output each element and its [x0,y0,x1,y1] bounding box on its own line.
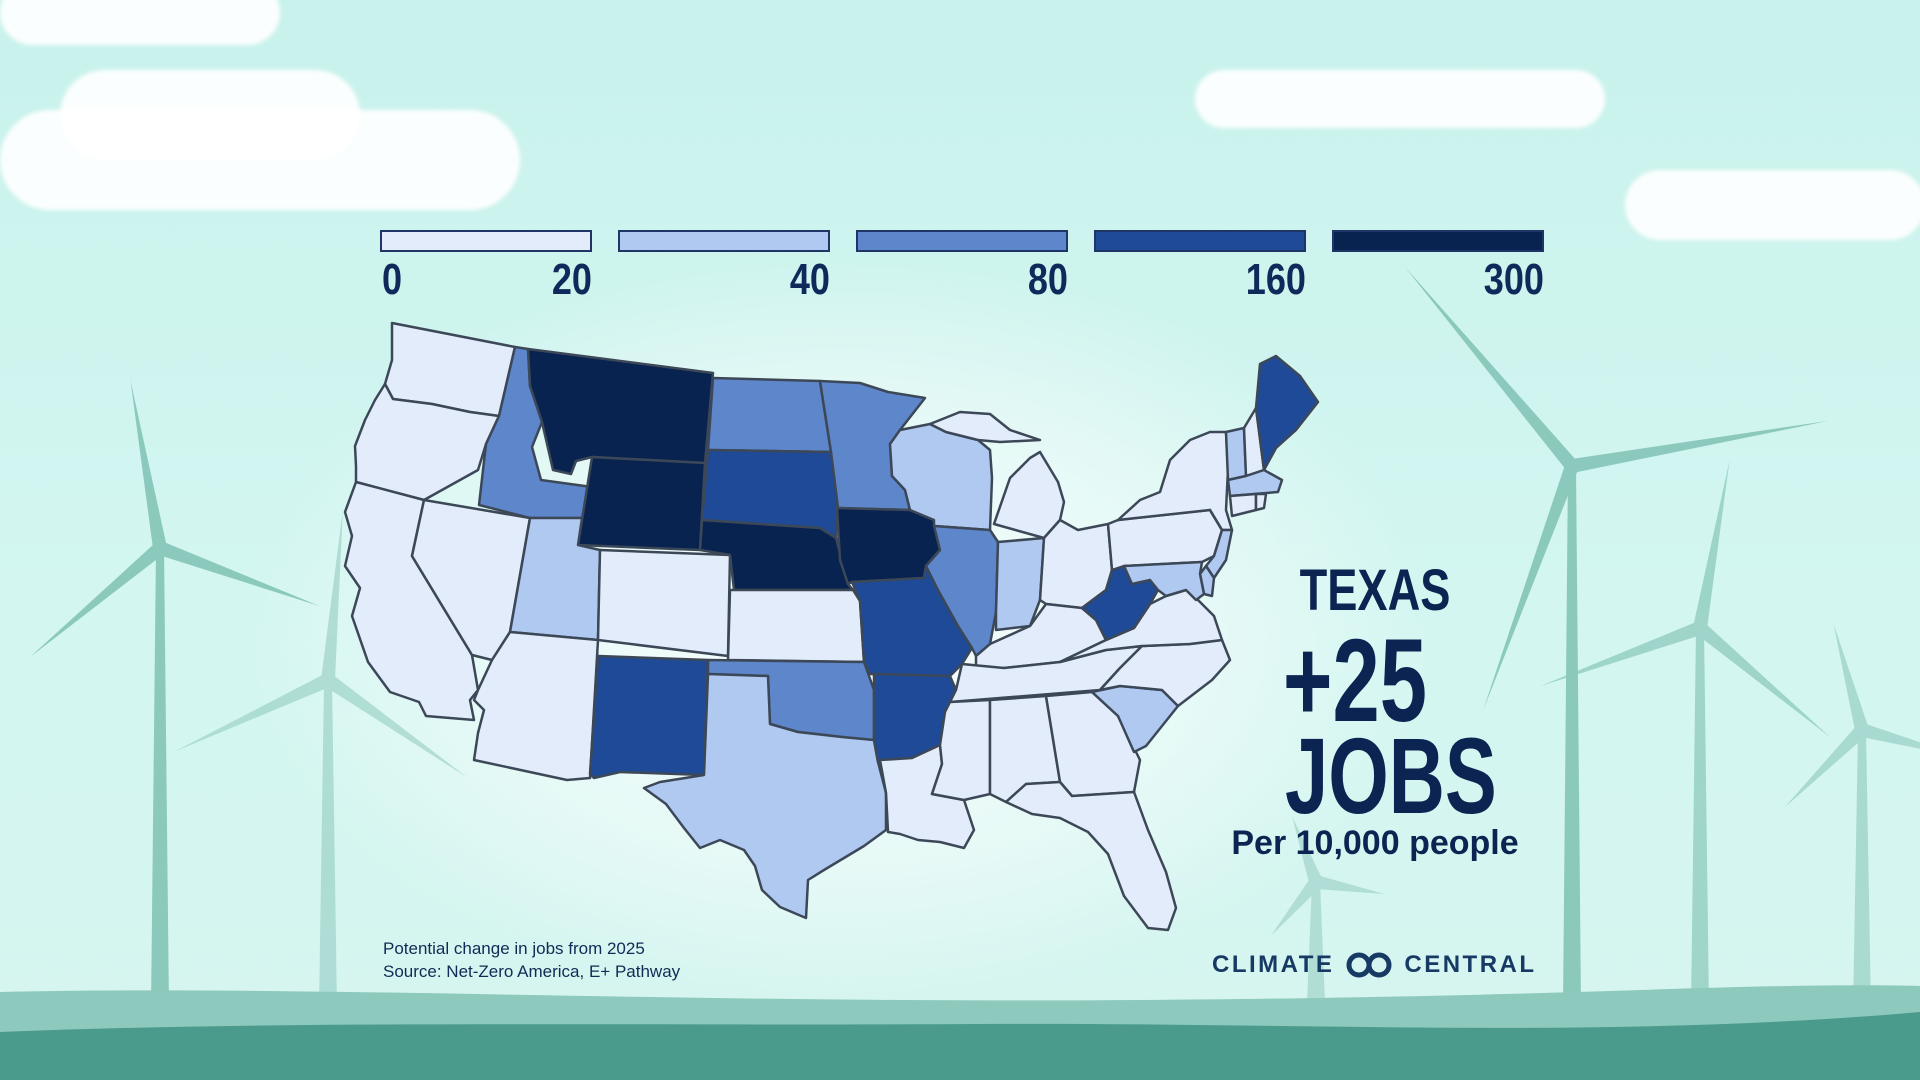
state-montana [526,347,715,476]
state-wyoming [576,455,707,552]
wind-turbine [1271,816,1385,1002]
state-maine [1254,354,1320,472]
wind-turbines [29,266,1920,1010]
highlight-per-people: Per 10,000 people [1231,824,1519,862]
cloud [0,0,280,45]
legend-tick-label: 80 [1027,255,1068,304]
state-north-carolina [1098,638,1232,708]
wind-turbine [1784,623,1920,1010]
cloud [1195,70,1605,128]
legend-tick-label: 40 [789,255,830,304]
legend-swatch [1094,230,1306,252]
state-texas [642,672,888,920]
cloud [1625,170,1920,240]
legend-swatch [1332,230,1544,252]
footnote: Potential change in jobs from 2025 [383,939,645,958]
legend-swatch [856,230,1068,252]
highlight-state-name: TEXAS [1299,558,1451,623]
legend-swatch [618,230,830,252]
legend-tick-label: 0 [382,255,403,304]
wind-turbine [29,380,320,1008]
logo-mark-icon [1346,952,1392,978]
state-north-dakota [706,376,833,454]
state-florida [1004,780,1178,932]
source-note: Source: Net-Zero America, E+ Pathway [383,962,681,981]
wind-turbine [1540,460,1831,1008]
state-illinois [924,524,1000,658]
wind-turbine [173,510,468,1010]
wind-turbine [1404,266,1829,1006]
hill-dark [0,1012,1920,1080]
legend-swatch [380,230,592,252]
cloud [60,70,360,160]
legend-tick-label: 300 [1483,255,1544,304]
logo-text-left: CLIMATE [1212,951,1335,978]
legend-tick-label: 160 [1245,255,1306,304]
logo-text-right: CENTRAL [1404,951,1537,978]
state-rhode-island [1254,492,1268,512]
state-colorado [596,548,732,658]
climate-central-logo: CLIMATE CENTRAL [1212,950,1537,980]
state-connecticut [1228,492,1258,518]
highlight-jobs-value: +25 [1282,615,1428,747]
highlight-jobs-unit: JOBS [1285,715,1497,836]
state-oregon [353,382,501,502]
state-kansas [726,588,866,664]
state-vermont [1224,426,1248,482]
state-maryland [1122,560,1206,602]
state-new-mexico [588,654,710,780]
legend-tick-label: 20 [551,255,592,304]
